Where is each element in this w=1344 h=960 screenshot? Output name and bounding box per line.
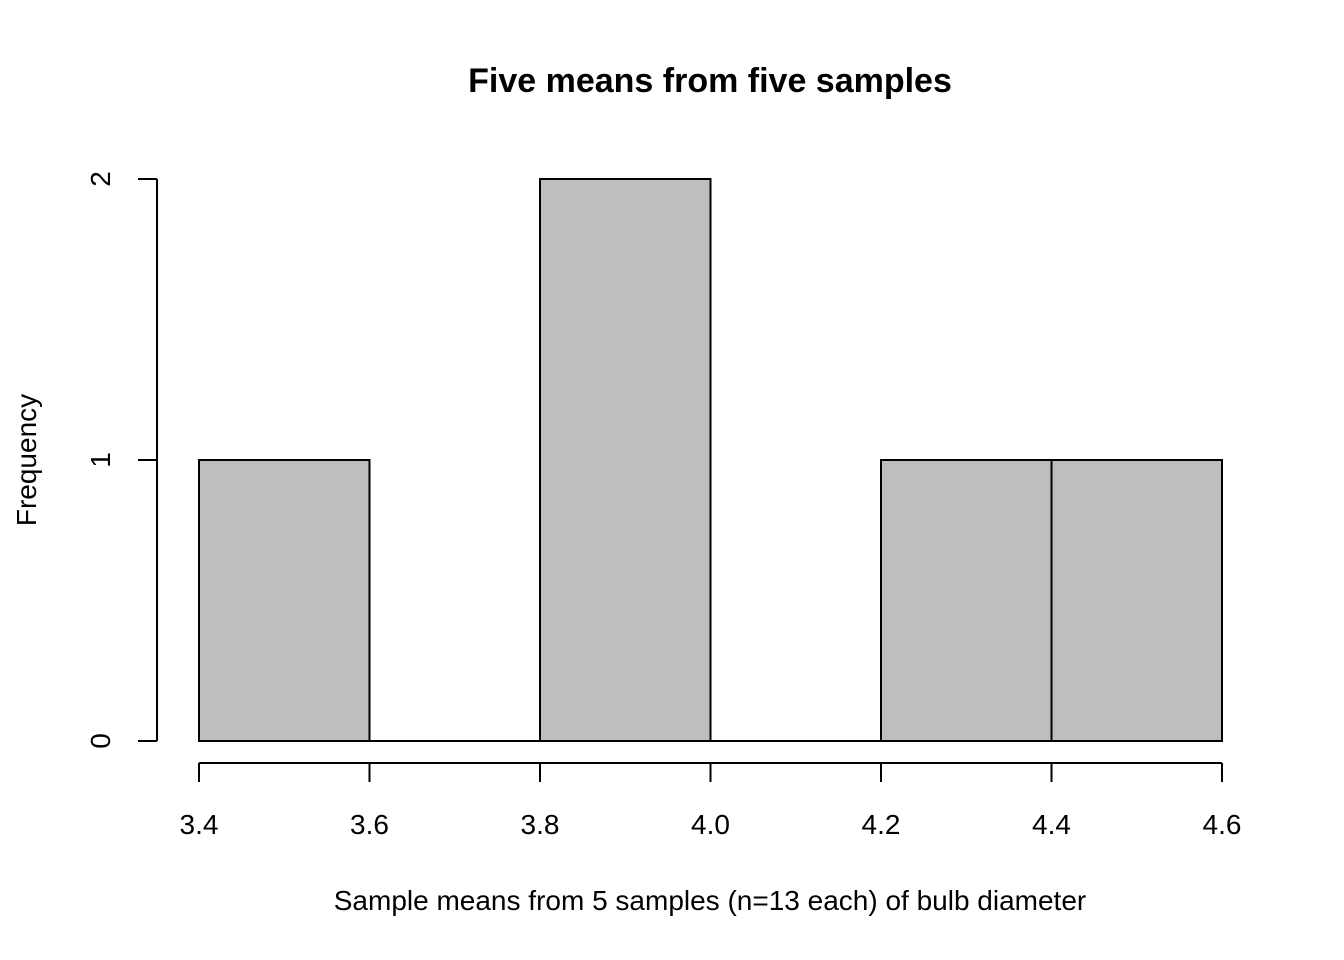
y-tick-label-0: 0 [85,733,116,749]
x-tick-label-4: 4.2 [862,809,901,840]
x-tick-label-5: 4.4 [1032,809,1071,840]
x-tick-label-6: 4.6 [1203,809,1242,840]
x-axis-label: Sample means from 5 samples (n=13 each) … [334,885,1087,916]
bars-group [198,178,1223,742]
x-tick-label-0: 3.4 [180,809,219,840]
chart-title: Five means from five samples [468,62,952,100]
x-tick-label-2: 3.8 [521,809,560,840]
y-axis: 0 1 2 [85,171,158,749]
histogram-bar-4 [880,459,1053,742]
y-axis-label: Frequency [11,394,42,526]
x-axis: 3.4 3.6 3.8 4.0 4.2 4.4 4.6 [180,762,1242,840]
x-tick-label-1: 3.6 [350,809,389,840]
histogram-bar-2 [539,178,712,742]
y-tick-label-1: 1 [85,452,116,468]
histogram-bar-0 [198,459,371,742]
histogram-bar-5 [1050,459,1223,742]
y-tick-label-2: 2 [85,171,116,187]
x-tick-label-3: 4.0 [691,809,730,840]
